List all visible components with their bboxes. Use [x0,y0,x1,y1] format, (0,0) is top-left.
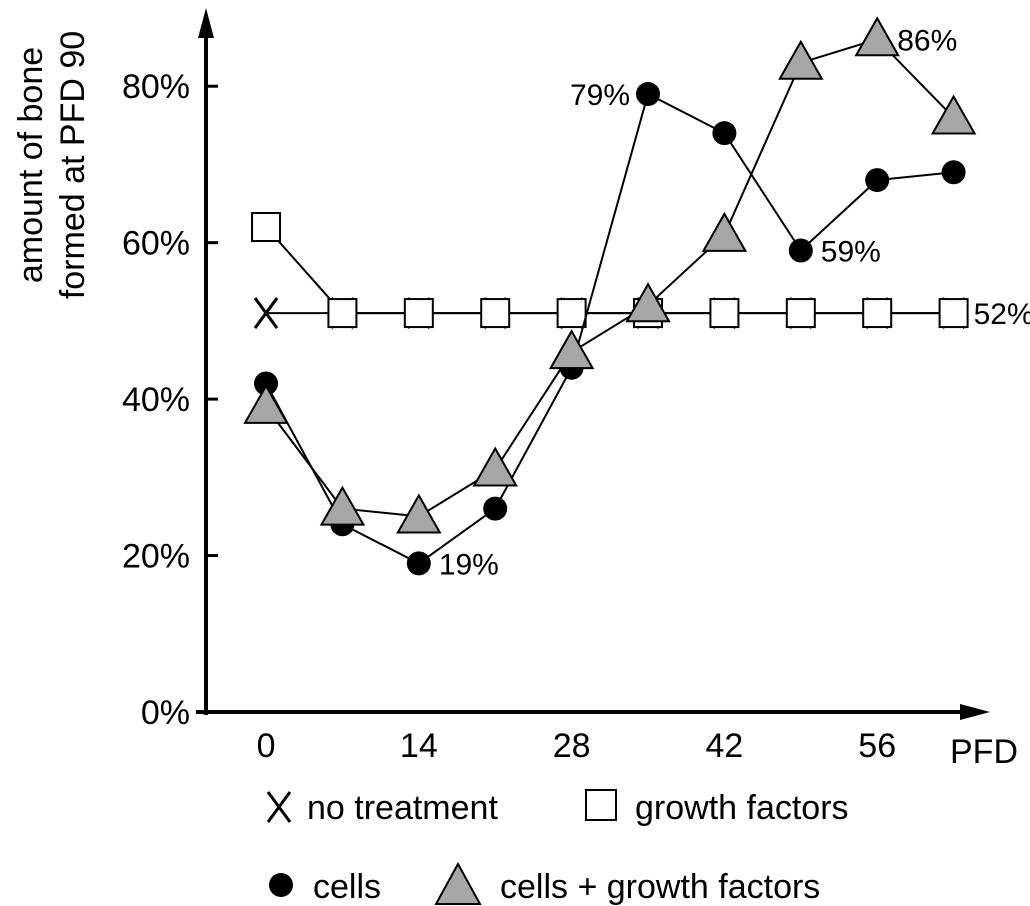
legend: no treatment growth factors cells cells … [266,789,849,906]
legend-square-marker-icon [585,789,617,821]
data-point-x [253,297,279,329]
annotation-label: 86% [897,24,957,57]
series-growth-factors [251,212,969,329]
series-line-cells [265,92,954,565]
annotation-label: 79% [570,79,630,112]
data-point-circle [865,168,890,193]
legend-item-cells: cells [269,868,381,906]
legend-label-growth-factors: growth factors [635,789,849,827]
legend-item-cells-growth-factors: cells + growth factors [434,861,820,906]
y-axis-title-line2: formed at PFD 90 [54,31,92,299]
legend-circle-marker-icon [269,873,293,897]
data-point-triangle [778,39,824,80]
data-point-triangle [396,493,442,534]
legend-label-cells: cells [313,868,381,906]
axes [196,8,990,720]
data-point-circle [941,160,966,185]
data-point-square [480,298,511,329]
y-axis-title: amount of bone formed at PFD 90 [12,31,92,299]
y-tick-label: 20% [122,538,190,576]
legend-item-growth-factors: growth factors [585,789,849,827]
x-axis-title: PFD [950,733,1018,771]
plot-series [243,16,977,576]
data-point-circle [712,121,737,146]
y-axis-title-line1: amount of bone [12,47,50,283]
legend-triangle-marker-icon [434,861,482,905]
y-tick-label: 60% [122,225,190,263]
data-point-triangle [319,485,366,526]
data-point-circle [483,496,508,521]
y-tick-labels: 0% 20% 40% 60% 80% [122,68,218,732]
data-point-square [709,298,740,329]
data-point-circle [636,82,661,107]
data-point-circle [254,371,279,396]
series-line-growth-factors [265,226,954,315]
x-tick-label: 56 [858,727,896,765]
data-point-triangle [625,282,671,323]
data-point-square [251,212,282,243]
data-point-square [862,298,893,329]
x-tick-label: 42 [705,727,743,765]
data-point-triangle [930,94,977,135]
legend-item-no-treatment: no treatment [266,789,498,827]
data-point-triangle [854,16,900,57]
series-line-cells-growth-factors [265,38,955,518]
data-point-square [403,298,434,329]
x-tick-label: 14 [400,727,438,765]
data-point-triangle [701,211,748,252]
y-tick-label: 40% [122,381,190,419]
annotation-label: 52% [974,298,1030,331]
y-tick-label: 0% [141,694,190,732]
data-point-triangle [472,446,518,487]
data-annotations: 79% 86% 59% 52% 19% [439,24,1030,581]
data-point-square [327,298,358,329]
x-tick-label: 0 [257,727,276,765]
series-cells-growth-factors [243,16,977,534]
legend-x-marker-icon [266,791,292,823]
annotation-label: 19% [439,548,499,581]
y-axis-arrowhead [198,8,214,38]
x-axis-arrowhead [960,704,990,720]
data-point-circle [406,551,431,576]
data-point-triangle [548,329,595,370]
annotation-label: 59% [821,235,881,268]
x-tick-label: 28 [553,727,591,765]
data-point-square [938,298,969,329]
legend-label-cells-growth-factors: cells + growth factors [500,868,820,906]
legend-label-no-treatment: no treatment [307,789,498,827]
y-tick-label: 80% [122,68,190,106]
data-point-triangle [243,383,289,424]
series-cells [254,82,966,576]
x-tick-labels: 0 14 28 42 56 [257,727,897,765]
data-point-square [556,298,587,329]
data-point-square [785,298,816,329]
data-point-circle [788,238,813,263]
